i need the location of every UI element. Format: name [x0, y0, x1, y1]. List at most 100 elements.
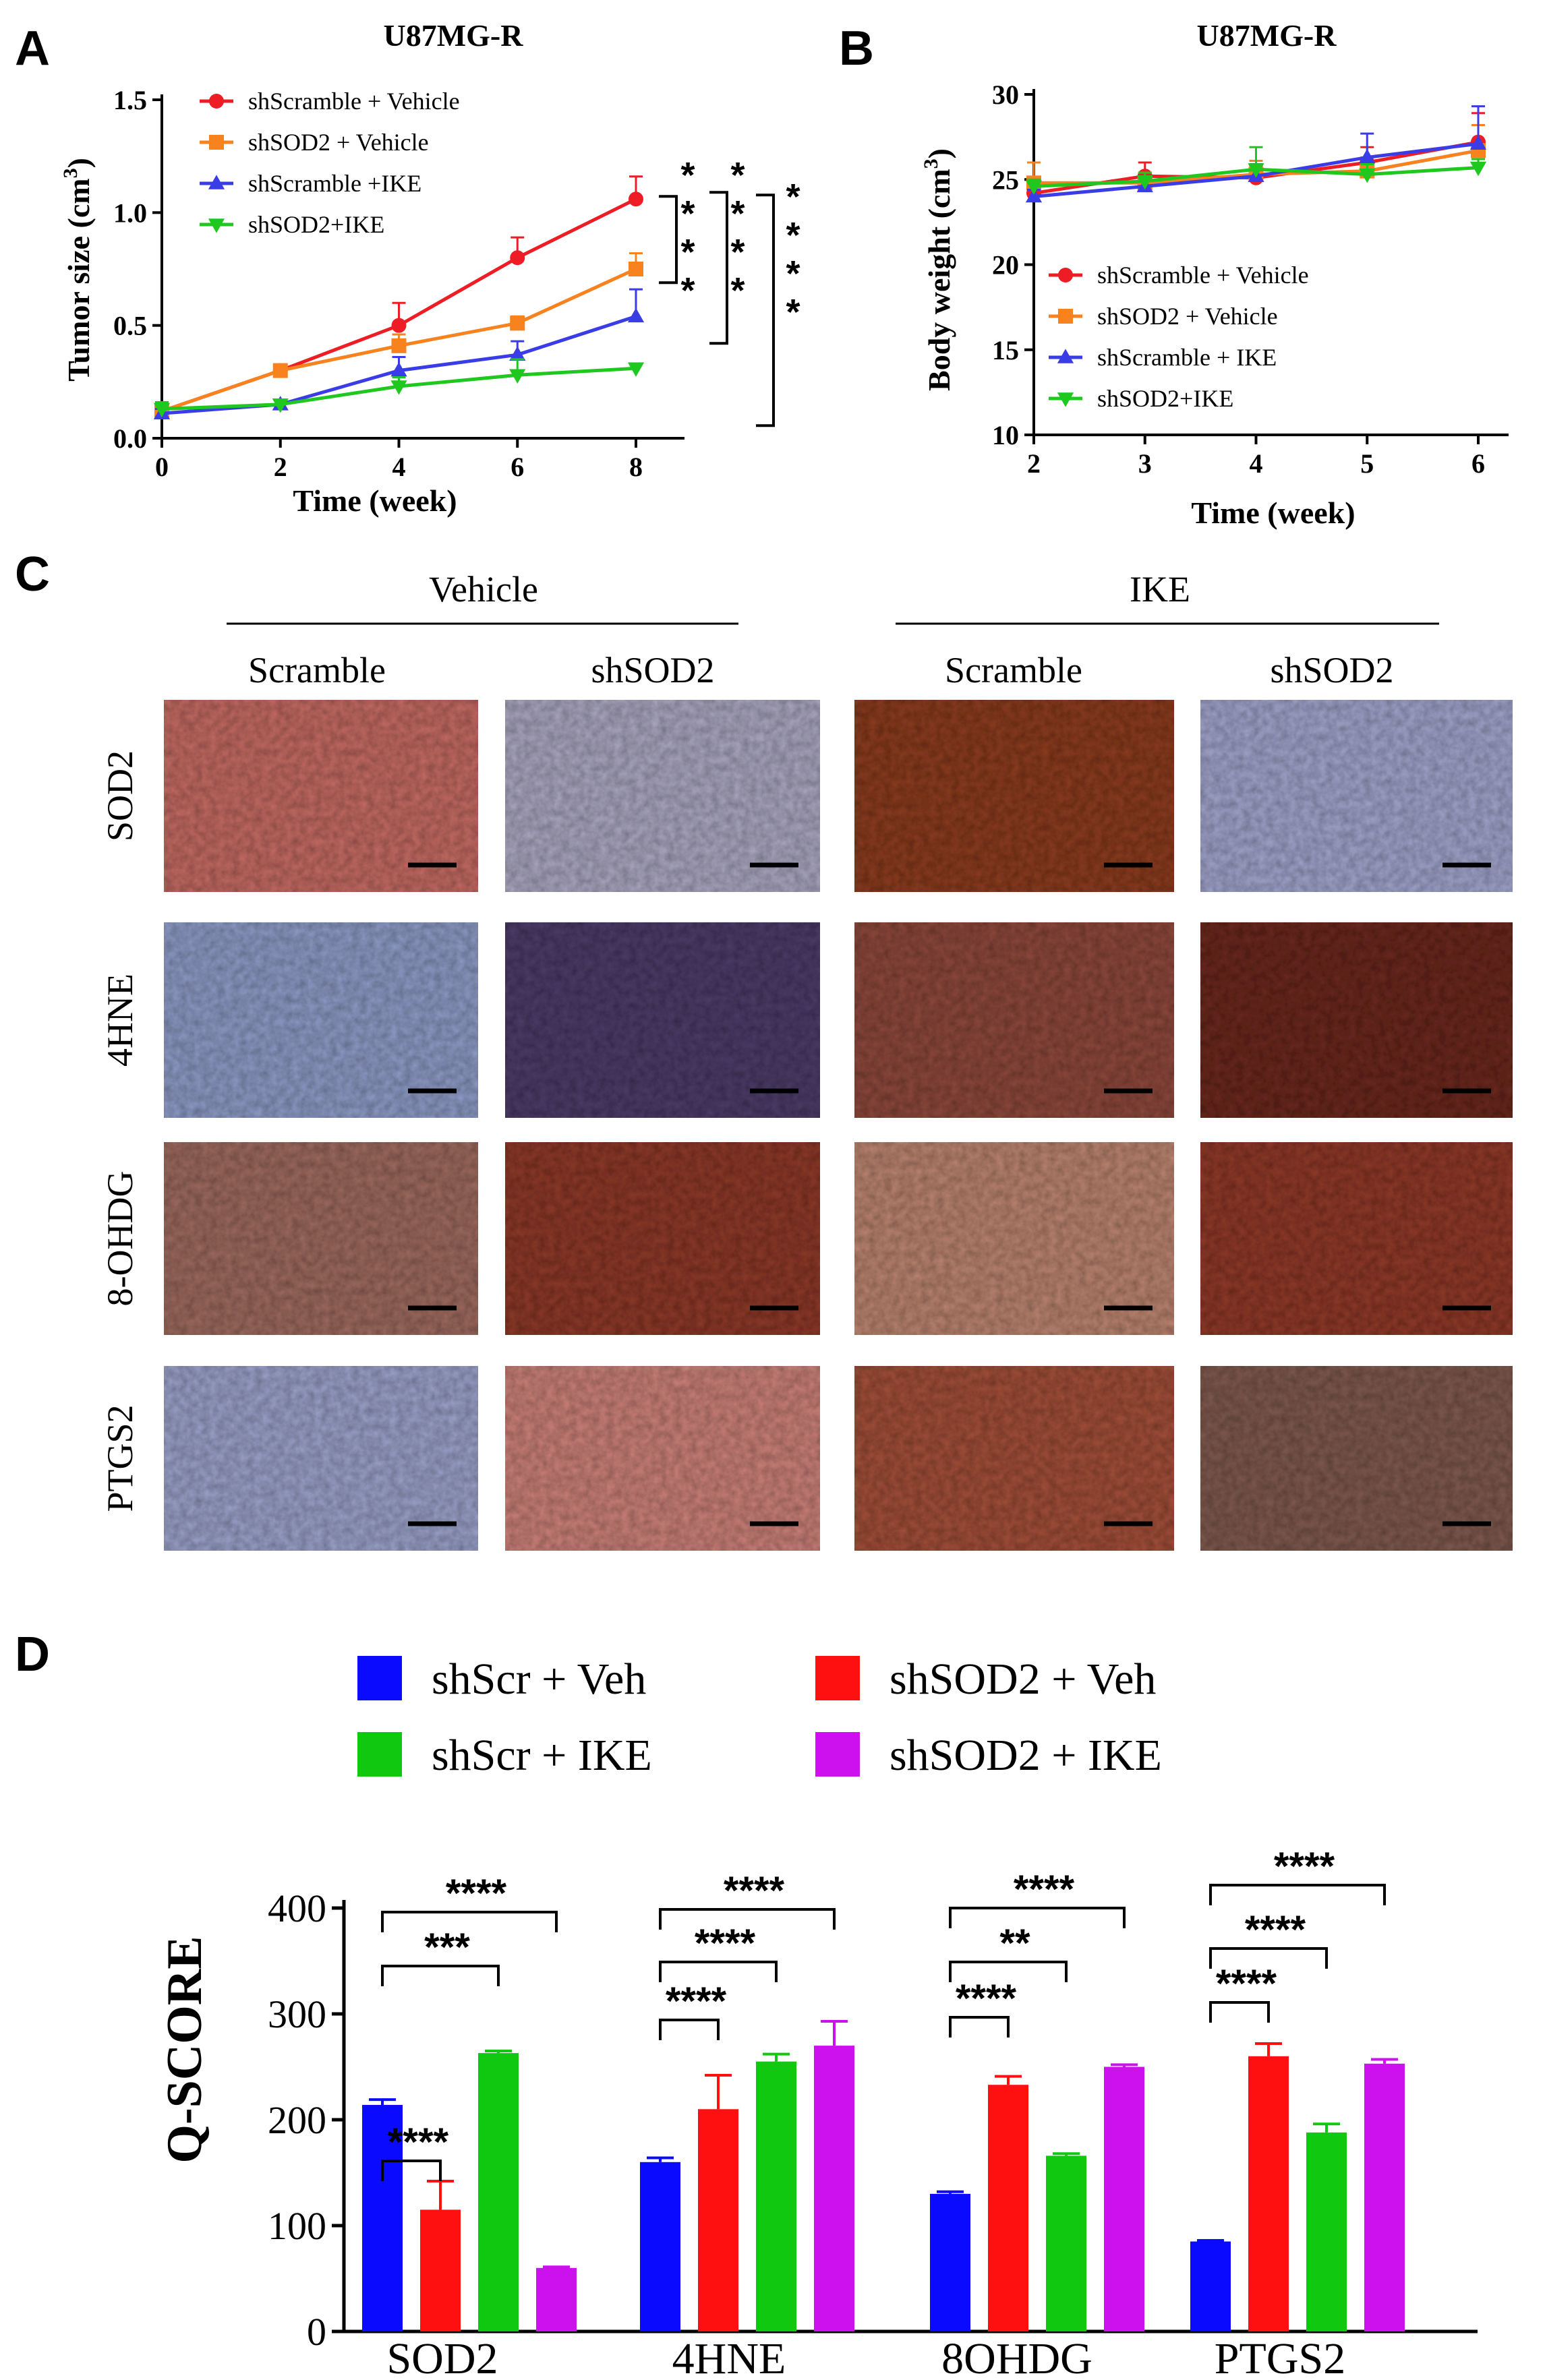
ihc-row-label: 8-OHDG	[100, 1171, 140, 1307]
y-tick-label: 0.5	[113, 311, 147, 341]
bar	[478, 2053, 519, 2331]
significance-label: ****	[1014, 1868, 1075, 1911]
x-tick-label: 2	[1027, 448, 1041, 479]
x-tick-label: 0	[155, 452, 169, 482]
legend-marker	[209, 94, 224, 109]
significance-bracket: ****	[381, 1872, 558, 1932]
y-tick-label: 200	[268, 2098, 326, 2142]
y-tick-label: 1.0	[113, 198, 147, 228]
y-tick-label: 1.5	[113, 85, 147, 115]
chart-b-title: U87MG-R	[1197, 18, 1337, 53]
bar	[1306, 2132, 1347, 2331]
data-point	[1359, 168, 1376, 183]
legend-label: shScr + Veh	[432, 1655, 646, 1704]
legend-marker	[208, 218, 225, 233]
qscore-chart: Q-SCORE shScr + Veh shSOD2 + Veh shScr + I…	[157, 1655, 1478, 2380]
data-point	[391, 318, 407, 333]
significance-bracket: ****	[1209, 1908, 1328, 1969]
significance-bracket: ****	[709, 155, 745, 345]
chart-a-ylabel: Tumor size (cm3)	[59, 158, 96, 382]
category-label: 4HNE	[672, 2334, 786, 2380]
data-point	[1469, 135, 1487, 150]
bar	[756, 2061, 796, 2331]
bar	[814, 2046, 854, 2331]
significance-star: *	[786, 254, 800, 294]
data-point	[1359, 148, 1376, 164]
bar	[698, 2109, 738, 2331]
legend-swatch	[815, 1656, 860, 1700]
bar	[362, 2105, 403, 2331]
ihc-tile	[1200, 700, 1513, 892]
significance-label: ****	[724, 1869, 785, 1913]
significance-bracket: ****	[381, 2120, 449, 2182]
legend-marker	[1057, 349, 1074, 363]
legend-marker	[208, 175, 225, 189]
ihc-column-label: shSOD2	[1270, 650, 1393, 690]
ihc-tile	[1200, 922, 1513, 1118]
significance-star: *	[786, 215, 800, 256]
body-weight-chart: U87MG-R Time (week) Body weight (cm3) 10…	[920, 18, 1509, 530]
ihc-row-label: PTGS2	[100, 1404, 140, 1512]
significance-star: *	[680, 270, 695, 311]
significance-bracket: ****	[949, 1977, 1017, 2037]
legend-label: shScramble + Vehicle	[1097, 262, 1309, 289]
ihc-tile	[854, 922, 1174, 1118]
data-point	[1469, 161, 1487, 177]
significance-bracket: ****	[659, 1980, 727, 2040]
group-label-ike: IKE	[1130, 569, 1190, 609]
significance-label: **	[999, 1922, 1030, 1965]
legend-swatch	[357, 1732, 402, 1777]
ihc-column-label: Scramble	[248, 650, 386, 690]
ihc-tile	[505, 1366, 820, 1551]
ihc-tile	[1200, 1366, 1513, 1551]
y-tick-label: 25	[992, 165, 1019, 195]
data-point	[627, 362, 645, 377]
data-point	[1248, 163, 1264, 178]
panel-letter-b: B	[839, 22, 874, 76]
data-point	[272, 363, 288, 378]
y-tick-label: 0.0	[113, 423, 147, 454]
category-label: PTGS2	[1215, 2334, 1345, 2380]
significance-bracket: ****	[756, 177, 800, 427]
bar	[420, 2209, 461, 2331]
data-point	[509, 346, 526, 361]
y-tick-label: 300	[268, 1992, 326, 2036]
ihc-row-label: 4HNE	[100, 974, 140, 1067]
data-point	[153, 403, 171, 418]
legend-marker	[1058, 309, 1073, 324]
legend-label: shSOD2 + Vehicle	[248, 129, 429, 156]
data-point	[390, 380, 407, 395]
significance-bracket: **	[949, 1922, 1068, 1982]
legend-label: shSOD2+IKE	[248, 211, 384, 238]
significance-bracket: ****	[1209, 1962, 1277, 2023]
legend-label: shScramble + IKE	[1097, 344, 1277, 371]
x-tick-label: 6	[511, 452, 524, 482]
panel-letter-a: A	[15, 22, 50, 76]
y-tick-label: 20	[992, 250, 1019, 280]
significance-star: *	[730, 232, 745, 272]
significance-label: ****	[1216, 1962, 1277, 2006]
legend-label: shScramble + Vehicle	[248, 88, 460, 115]
ihc-tile	[854, 1142, 1174, 1335]
significance-bracket: ***	[381, 1926, 500, 1986]
ihc-tile	[854, 700, 1174, 892]
ihc-tile	[164, 1366, 478, 1551]
x-tick-label: 8	[629, 452, 643, 482]
y-tick-label: 0	[307, 2310, 326, 2354]
legend-label: shSOD2 + Veh	[890, 1655, 1156, 1704]
significance-label: ****	[446, 1872, 507, 1915]
chart-a-xlabel: Time (week)	[293, 483, 457, 518]
significance-label: ****	[666, 1980, 727, 2023]
significance-star: *	[730, 194, 745, 234]
ihc-panel: Vehicle IKE Scramble shSOD2 Scramble shSOD2…	[100, 569, 1513, 1551]
bar	[640, 2162, 680, 2331]
significance-bracket: ****	[949, 1868, 1126, 1928]
data-point	[509, 369, 526, 384]
significance-bracket: ****	[659, 1922, 778, 1982]
data-point	[272, 398, 289, 413]
group-label-vehicle: Vehicle	[429, 569, 538, 609]
significance-bracket: ****	[659, 1869, 836, 1930]
x-tick-label: 4	[392, 452, 406, 482]
significance-label: ****	[1245, 1908, 1306, 1952]
